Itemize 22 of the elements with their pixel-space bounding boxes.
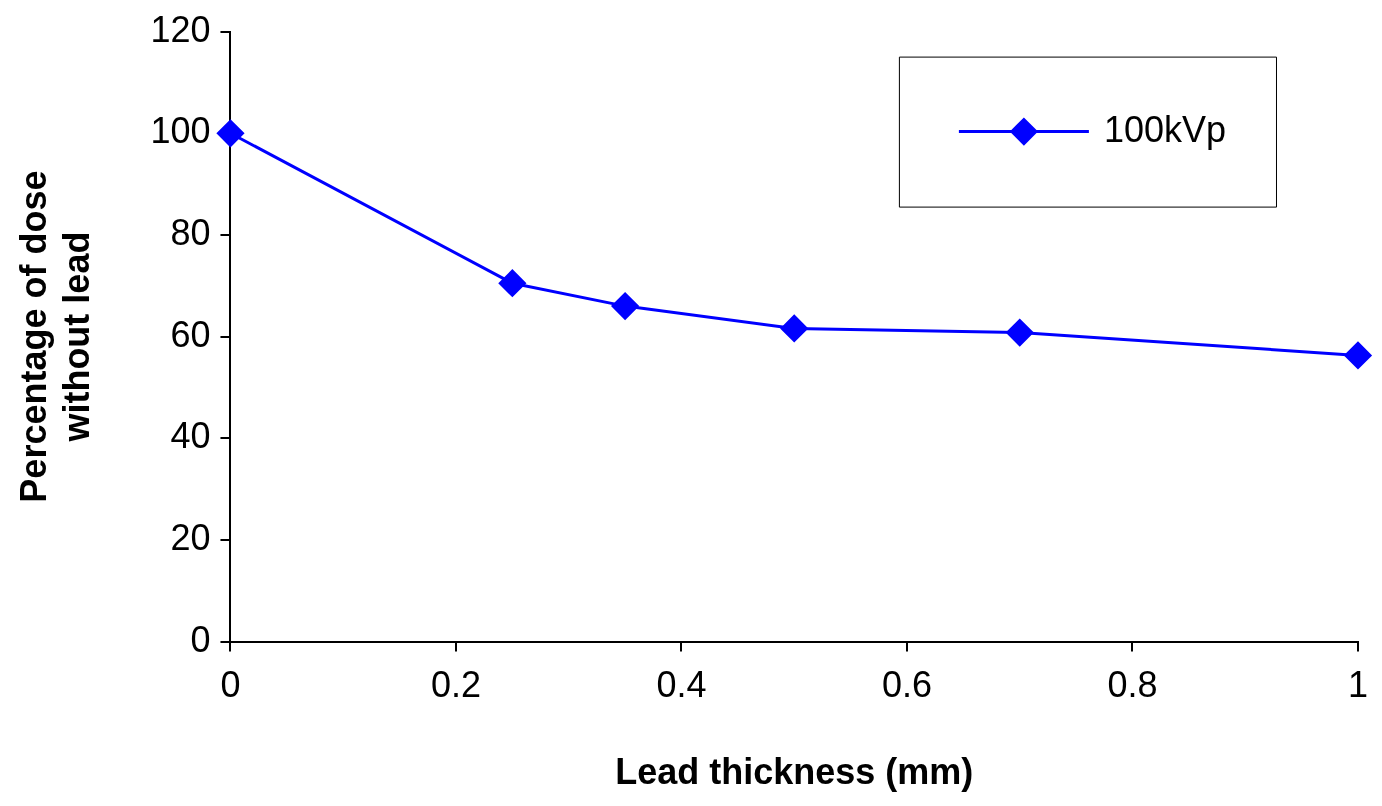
legend-label: 100kVp xyxy=(1103,108,1226,150)
y-tick-label: 80 xyxy=(170,211,211,253)
point xyxy=(498,269,526,297)
y-tick-label: 20 xyxy=(170,516,211,558)
point xyxy=(216,119,244,147)
x-axis-title: Lead thickness (mm) xyxy=(615,751,974,793)
x-tick-label: 0 xyxy=(220,664,241,706)
y-tick-label: 120 xyxy=(150,8,211,50)
point xyxy=(1006,319,1034,347)
x-tick-label: 1 xyxy=(1347,664,1368,706)
x-tick-label: 0.4 xyxy=(656,664,707,706)
x-tick-label: 0.8 xyxy=(1107,664,1158,706)
y-tick-label: 40 xyxy=(170,415,211,457)
y-tick-label: 60 xyxy=(170,313,211,355)
point xyxy=(780,314,808,342)
x-tick-label: 0.6 xyxy=(881,664,932,706)
y-axis-title: Percentage of dose without lead xyxy=(12,170,97,503)
point xyxy=(1344,341,1372,369)
point xyxy=(611,292,639,320)
y-tick-label: 100 xyxy=(150,110,211,152)
y-tick-label: 0 xyxy=(190,618,211,660)
x-tick-label: 0.2 xyxy=(430,664,481,706)
